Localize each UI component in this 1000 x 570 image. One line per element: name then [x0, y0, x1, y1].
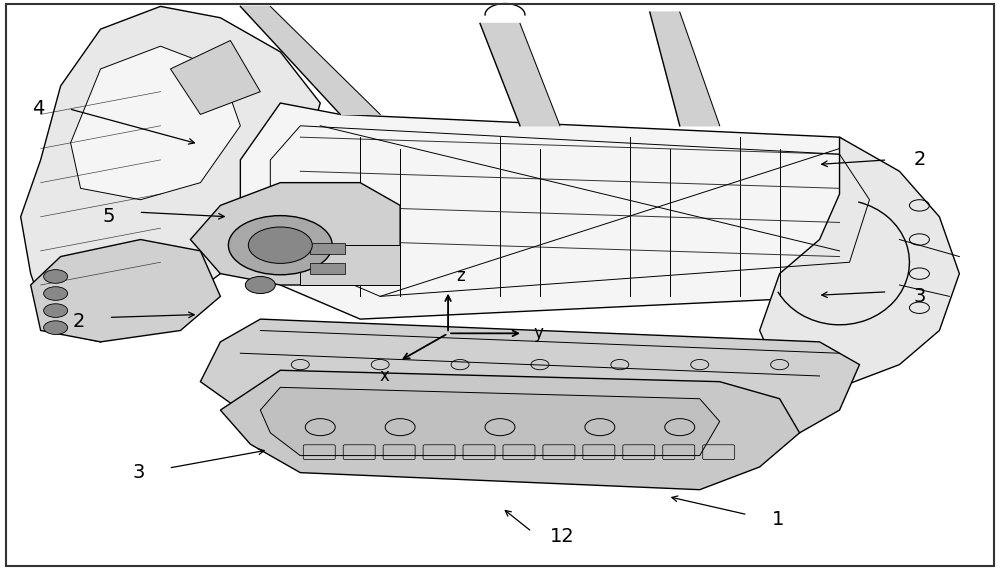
- Text: 5: 5: [102, 207, 115, 226]
- Text: 12: 12: [550, 527, 574, 546]
- Polygon shape: [190, 182, 400, 285]
- Text: 2: 2: [72, 312, 85, 332]
- Circle shape: [245, 276, 275, 294]
- FancyBboxPatch shape: [300, 245, 400, 285]
- Polygon shape: [71, 46, 240, 200]
- FancyBboxPatch shape: [310, 263, 345, 274]
- Polygon shape: [200, 319, 860, 433]
- Polygon shape: [240, 103, 899, 319]
- Polygon shape: [31, 239, 220, 342]
- FancyBboxPatch shape: [310, 243, 345, 254]
- Text: x: x: [380, 367, 389, 385]
- Text: 2: 2: [913, 150, 926, 169]
- Circle shape: [44, 270, 68, 283]
- Polygon shape: [760, 137, 959, 388]
- Text: 4: 4: [32, 99, 45, 118]
- Polygon shape: [220, 370, 800, 490]
- Text: 3: 3: [132, 463, 145, 482]
- Text: 3: 3: [913, 287, 926, 306]
- Polygon shape: [650, 12, 720, 126]
- Circle shape: [44, 287, 68, 300]
- Polygon shape: [21, 6, 320, 342]
- Polygon shape: [170, 40, 260, 115]
- Polygon shape: [260, 388, 720, 455]
- Circle shape: [248, 227, 312, 263]
- Text: 1: 1: [771, 510, 784, 529]
- Polygon shape: [480, 23, 560, 126]
- Text: y: y: [533, 324, 543, 343]
- Circle shape: [228, 215, 332, 275]
- Circle shape: [44, 321, 68, 335]
- Text: z: z: [456, 267, 465, 285]
- Polygon shape: [240, 6, 380, 115]
- Circle shape: [44, 304, 68, 317]
